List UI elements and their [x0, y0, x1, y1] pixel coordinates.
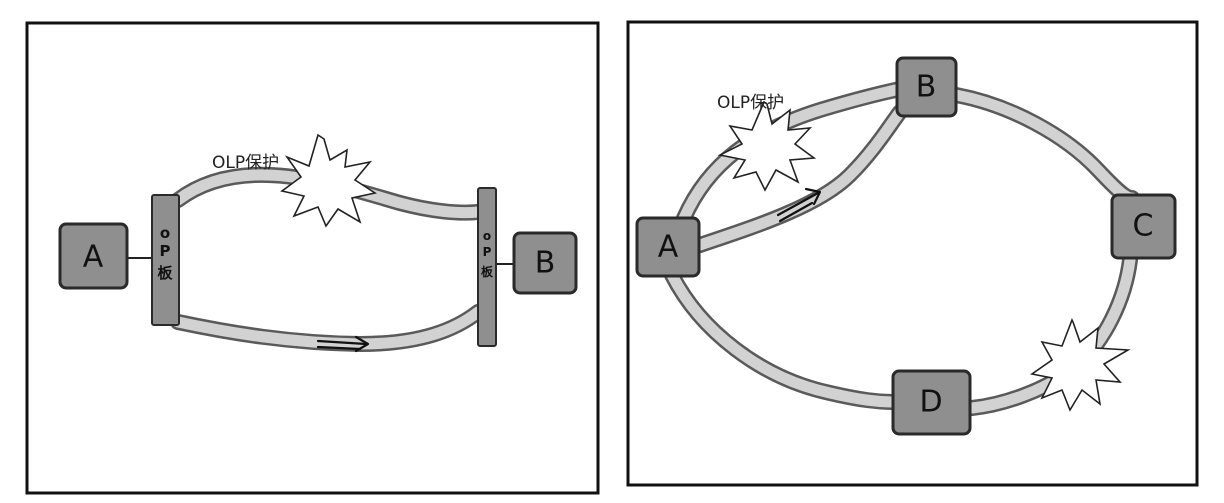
right-fiber-break-burst-lower [1030, 318, 1131, 412]
right-olp-label: OLP保护 [717, 93, 784, 113]
left-node-a-label: A [83, 240, 104, 275]
left-op-board-left-label-o: o [160, 224, 170, 242]
left-op-board-left-label-board: 板 [157, 264, 173, 282]
left-panel: A o P 板 o P 板 B OLP保护 [25, 21, 600, 495]
right-panel: A B C D OLP保护 [626, 20, 1199, 487]
right-node-d-label: D [919, 385, 942, 420]
left-op-board-left-label-p: P [160, 242, 171, 260]
left-fiber-break-burst [280, 133, 378, 228]
right-fiber-a-b-outer [672, 80, 913, 236]
left-olp-label: OLP保护 [212, 153, 279, 173]
right-fiber-break-burst-upper [717, 100, 817, 192]
right-fiber-a-d [664, 267, 903, 410]
left-op-board-right: o P 板 [477, 187, 497, 347]
left-node-a: A [58, 222, 129, 290]
right-node-b-label: B [916, 70, 937, 105]
right-node-b: B [895, 56, 958, 118]
right-fiber-a-b-inner [692, 104, 908, 253]
left-node-b-label: B [535, 246, 556, 281]
right-node-a: A [635, 216, 701, 278]
left-node-b: B [512, 231, 578, 295]
right-traffic-arrow [776, 187, 822, 223]
right-node-c: C [1110, 193, 1177, 260]
left-op-board-right-label-o: o [483, 229, 491, 243]
right-node-a-label: A [658, 230, 679, 265]
left-op-board-right-label-p: P [483, 245, 492, 259]
right-node-c-label: C [1133, 209, 1154, 244]
left-op-board-left: o P 板 [151, 194, 180, 326]
left-op-board-right-label-board: 板 [481, 264, 494, 279]
right-node-d: D [891, 369, 972, 436]
right-fiber-b-c [948, 87, 1140, 206]
left-traffic-arrow [316, 335, 370, 353]
